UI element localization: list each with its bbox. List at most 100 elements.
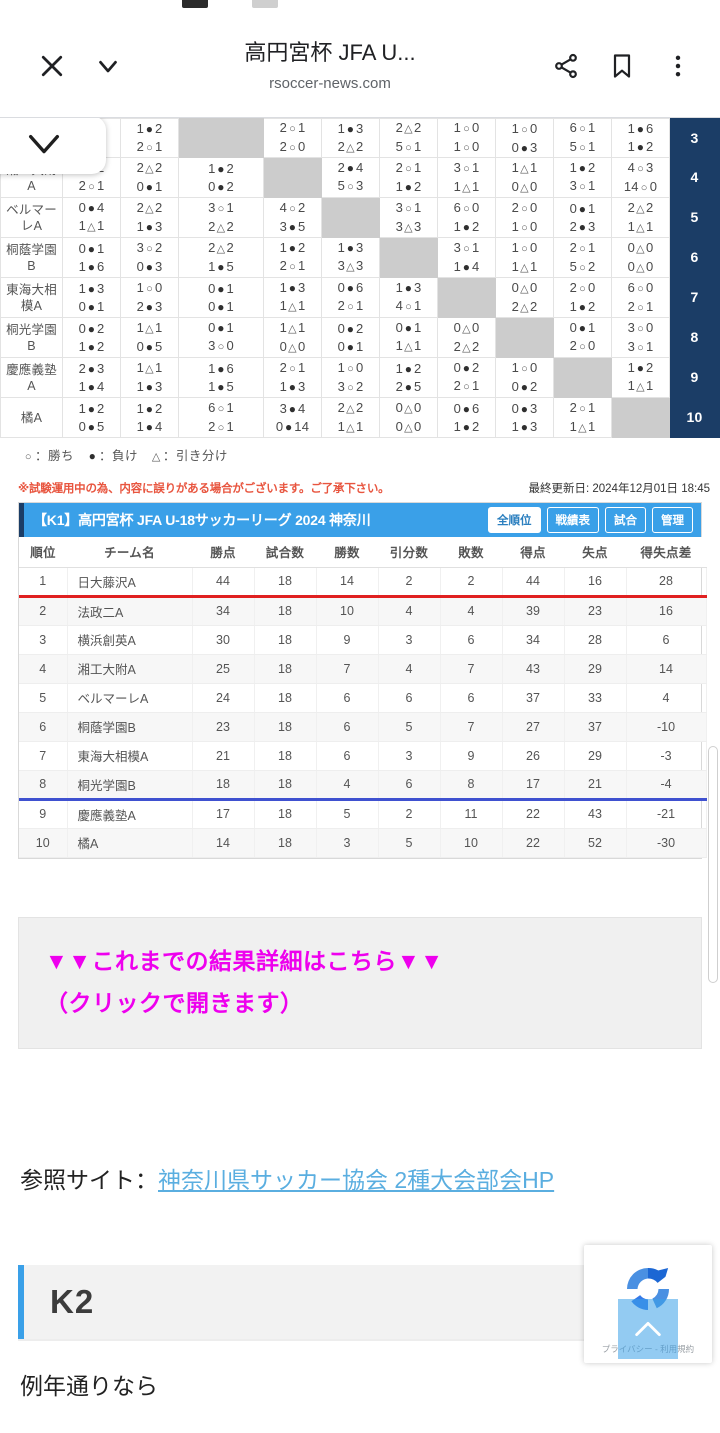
cross-table-result-cell[interactable]: 0101 — [178, 277, 264, 318]
cross-table-result-cell[interactable]: 0221 — [437, 357, 496, 398]
cross-table-result-cell[interactable]: 0313 — [495, 397, 554, 438]
cross-table-result-cell[interactable]: 1211 — [611, 357, 670, 398]
cross-table-result-cell[interactable]: 1301 — [62, 277, 121, 318]
cross-table-result-cell[interactable]: 1221 — [120, 118, 179, 158]
last-updated-text: 最終更新日: 2024年12月01日 18:45 — [528, 483, 710, 495]
cross-table-result-cell[interactable]: 2012 — [553, 277, 612, 318]
cross-table-result-cell[interactable]: 1113 — [120, 357, 179, 398]
cross-table-result-cell[interactable]: 2211 — [611, 197, 670, 238]
overflow-menu-button[interactable] — [650, 38, 706, 94]
cross-table-result-cell[interactable]: 1214 — [120, 397, 179, 438]
cross-table-result-cell[interactable]: 0022 — [495, 277, 554, 318]
standings-row[interactable]: 4 湘工大附A 25 18 7 4 7 43 29 14 — [19, 654, 707, 684]
cross-table-result-cell[interactable]: 1225 — [379, 357, 438, 398]
cross-table-result-cell[interactable]: 34014 — [263, 397, 322, 438]
cross-table-result-cell[interactable]: 1202 — [178, 157, 264, 198]
standings-row[interactable]: 9 慶應義塾A 17 18 5 2 11 22 43 -21 — [19, 799, 707, 829]
cross-table-result-cell[interactable]: 2152 — [553, 237, 612, 278]
cross-table-result-cell[interactable]: 1341 — [379, 277, 438, 318]
cross-table-result-cell[interactable]: 2113 — [263, 357, 322, 398]
results-detail-cta[interactable]: ▼▼これまでの結果詳細はこちら▼▼ （クリックで開きます） — [18, 916, 702, 1049]
cross-table-result-cell[interactable]: 3122 — [178, 197, 264, 238]
cross-table-result-cell[interactable]: 1003 — [495, 118, 554, 158]
cross-table-result-cell[interactable]: 0130 — [178, 317, 264, 358]
standings-row[interactable]: 6 桐蔭学園B 23 18 6 5 7 27 37 -10 — [19, 712, 707, 742]
cross-table-result-cell[interactable]: 0123 — [553, 197, 612, 238]
cross-table-result-cell[interactable]: 1002 — [495, 357, 554, 398]
cross-table-result-cell[interactable]: 6151 — [553, 118, 612, 158]
bookmark-button[interactable] — [594, 38, 650, 94]
cross-table-result-cell[interactable]: 1322 — [321, 118, 380, 158]
standings-tab-1[interactable]: 戦績表 — [546, 507, 599, 533]
reference-link[interactable]: 神奈川県サッカー協会 2種大会部会HP — [158, 1166, 555, 1193]
standings-row[interactable]: 3 横浜創英A 30 18 9 3 6 34 28 6 — [19, 625, 707, 655]
cross-table-result-cell[interactable]: 1032 — [321, 357, 380, 398]
cross-table-result-cell[interactable]: 3111 — [437, 157, 496, 198]
cross-table-result-cell[interactable]: 3203 — [120, 237, 179, 278]
cross-table-result-cell[interactable]: 2010 — [495, 197, 554, 238]
cross-table-result-cell[interactable]: 2453 — [321, 157, 380, 198]
close-button[interactable] — [24, 38, 80, 94]
cross-table-result-cell[interactable]: 0022 — [437, 317, 496, 358]
cross-table-result-cell[interactable]: 6121 — [178, 397, 264, 438]
standings-tab-2[interactable]: 試合 — [605, 507, 646, 533]
cross-table-result-cell[interactable]: 2215 — [178, 237, 264, 278]
cross-table-result-cell[interactable]: 2314 — [62, 357, 121, 398]
cross-table-result-cell[interactable]: 2111 — [553, 397, 612, 438]
cross-table-result-cell[interactable]: 1010 — [437, 118, 496, 158]
cross-table-result-cell[interactable]: 1612 — [611, 118, 670, 158]
standings-scrollbar[interactable] — [708, 746, 718, 983]
cross-table-result-cell[interactable]: 0120 — [553, 317, 612, 358]
cross-table-result-cell[interactable]: 0116 — [62, 237, 121, 278]
cross-table-result-cell[interactable]: 0111 — [379, 317, 438, 358]
standings-row[interactable]: 1 日大藤沢A 44 18 14 2 2 44 16 28 — [19, 567, 707, 598]
cross-table-result-cell[interactable]: 2251 — [379, 118, 438, 158]
cross-table-result-cell[interactable]: 2120 — [263, 118, 322, 158]
cross-table-result-cell[interactable]: 2201 — [120, 157, 179, 198]
standings-row[interactable]: 7 東海大相模A 21 18 6 3 9 26 29 -3 — [19, 741, 707, 771]
collapse-button[interactable] — [80, 38, 136, 94]
cross-table-result-cell[interactable]: 0000 — [611, 237, 670, 278]
standings-row[interactable]: 10 橘A 14 18 3 5 10 22 52 -30 — [19, 828, 707, 858]
cross-table-result-cell[interactable]: 1221 — [263, 237, 322, 278]
scroll-to-top-button[interactable] — [618, 1299, 678, 1359]
cross-table-result-cell[interactable]: 0612 — [437, 397, 496, 438]
cross-table-result-cell[interactable]: 6012 — [437, 197, 496, 238]
cross-table-result-cell[interactable]: 6021 — [611, 277, 670, 318]
cross-table-result-cell[interactable]: 1100 — [495, 157, 554, 198]
share-button[interactable] — [538, 38, 594, 94]
standings-tab-3[interactable]: 管理 — [652, 507, 693, 533]
result-line-1: 03 — [496, 400, 553, 418]
cross-table-result-cell[interactable]: 3114 — [437, 237, 496, 278]
loss-marker-icon — [216, 280, 227, 298]
cross-table-result-cell[interactable]: 1333 — [321, 237, 380, 278]
cross-table-result-cell[interactable]: 1311 — [263, 277, 322, 318]
cross-table-result-cell[interactable]: 0201 — [321, 317, 380, 358]
cross-table-result-cell[interactable]: 1105 — [120, 317, 179, 358]
cross-table-result-cell[interactable]: 3133 — [379, 197, 438, 238]
cross-table-result-cell[interactable]: 4235 — [263, 197, 322, 238]
standings-row[interactable]: 8 桐光学園B 18 18 4 6 8 17 21 -4 — [19, 770, 707, 801]
cross-table-result-cell[interactable]: 0000 — [379, 397, 438, 438]
cross-table-result-cell[interactable]: 2213 — [120, 197, 179, 238]
standings-tab-0[interactable]: 全順位 — [488, 507, 541, 533]
standings-cell-gf: 17 — [502, 770, 565, 801]
standings-row[interactable]: 5 ベルマーレA 24 18 6 6 6 37 33 4 — [19, 683, 707, 713]
standings-row[interactable]: 2 法政二A 34 18 10 4 4 39 23 16 — [19, 596, 707, 626]
cross-table-result-cell[interactable]: 1615 — [178, 357, 264, 398]
cross-table-result-cell[interactable]: 3031 — [611, 317, 670, 358]
floating-expand-card[interactable] — [0, 118, 106, 174]
cross-table-result-cell[interactable]: 0621 — [321, 277, 380, 318]
cross-table-result-cell[interactable]: 1205 — [62, 397, 121, 438]
cross-table-result-cell[interactable]: 0411 — [62, 197, 121, 238]
cross-table-result-cell[interactable]: 1231 — [553, 157, 612, 198]
cross-table-result-cell[interactable]: 1100 — [263, 317, 322, 358]
cross-table-result-cell[interactable]: 43140 — [611, 157, 670, 198]
draw-marker-icon — [519, 178, 530, 197]
cross-table-result-cell[interactable]: 1023 — [120, 277, 179, 318]
cross-table-result-cell[interactable]: 1011 — [495, 237, 554, 278]
cross-table-result-cell[interactable]: 0212 — [62, 317, 121, 358]
standings-cell-gp: 18 — [254, 770, 317, 801]
cross-table-result-cell[interactable]: 2211 — [321, 397, 380, 438]
